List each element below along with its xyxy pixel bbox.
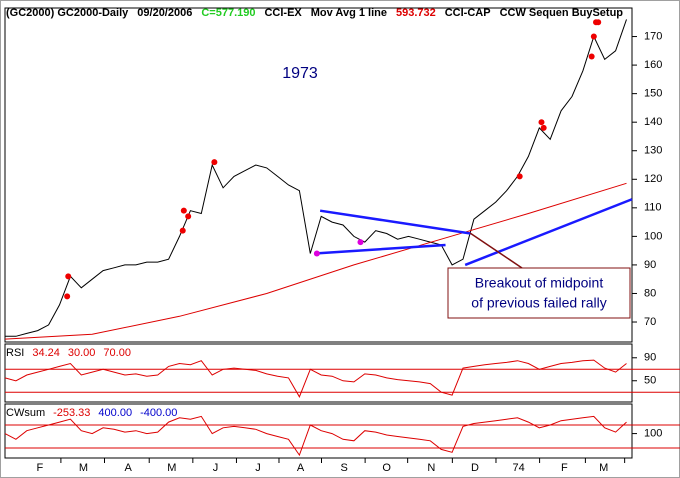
signal-dot [180,207,187,214]
series-line [4,415,627,457]
series-line [4,182,627,340]
x-tick-label: A [297,462,305,474]
annotation: 1973 [282,65,318,82]
x-tick-label: M [167,462,176,474]
callout-text: Breakout of midpoint [475,275,604,291]
y-tick-label: 100 [644,427,662,439]
signal-dot [65,273,72,280]
y-tick-label: 120 [644,173,662,185]
x-tick-label: J [255,462,261,474]
arrow [469,232,523,269]
signal-dot [64,293,71,300]
callout-box [447,267,631,319]
callout-text: of previous failed rally [471,295,606,311]
header-text: C=577.190 [201,7,255,19]
y-tick-label: 100 [644,230,662,242]
series-line [5,19,627,337]
signal-dot [211,159,218,166]
panel-label: CWsum [6,407,45,419]
panel [4,7,633,343]
x-tick-label: F [37,462,44,474]
panel-label: 70.00 [103,347,131,359]
signal-dot [185,213,192,220]
panel-label: -253.33 [53,407,90,419]
signal-dot [538,119,545,126]
signal-dot [313,250,320,257]
header-text: 593.732 [396,7,436,19]
signal-dot [588,53,595,60]
panel [4,343,633,403]
trendline [319,209,471,235]
header-text: (GC2000) GC2000-Daily [6,7,129,19]
y-tick-label: 150 [644,88,662,100]
y-tick-label: 90 [644,259,656,271]
panel-label: RSI [6,347,24,359]
signal-dot [357,239,364,246]
x-tick-label: S [340,462,347,474]
y-tick-label: 130 [644,145,662,157]
x-tick-label: A [125,462,133,474]
header-text: 09/20/2006 [137,7,192,19]
panel-label: 34.24 [32,347,60,359]
trendline [314,243,446,255]
signal-dot [540,124,547,131]
x-tick-label: F [561,462,568,474]
panel-label: 30.00 [68,347,96,359]
signal-dot [595,19,602,26]
trendline [464,198,633,267]
y-tick-label: 70 [644,316,656,328]
x-tick-label: O [382,462,391,474]
signal-dot [179,227,186,234]
signal-dot [516,173,523,180]
y-tick-label: 80 [644,287,656,299]
y-tick-label: 140 [644,116,662,128]
y-tick-label: 50 [644,375,656,387]
panel-label: 400.00 [98,407,132,419]
header-text: CCW Sequen BuySetup [500,7,624,19]
y-tick-label: 110 [644,202,662,214]
header-text: CCI-EX [264,7,302,19]
panel [4,403,633,459]
panel-label: -400.00 [140,407,177,419]
header-text: CCI-CAP [445,7,491,19]
x-tick-label: J [213,462,219,474]
y-tick-label: 90 [644,352,656,364]
series-line [4,359,627,398]
x-tick-label: 74 [512,462,524,474]
x-tick-label: N [427,462,435,474]
x-tick-label: D [471,462,479,474]
header-text: Mov Avg 1 line [311,7,387,19]
y-tick-label: 160 [644,59,662,71]
y-tick-label: 170 [644,30,662,42]
x-tick-label: M [599,462,608,474]
signal-dot [590,33,597,40]
x-tick-label: M [79,462,88,474]
